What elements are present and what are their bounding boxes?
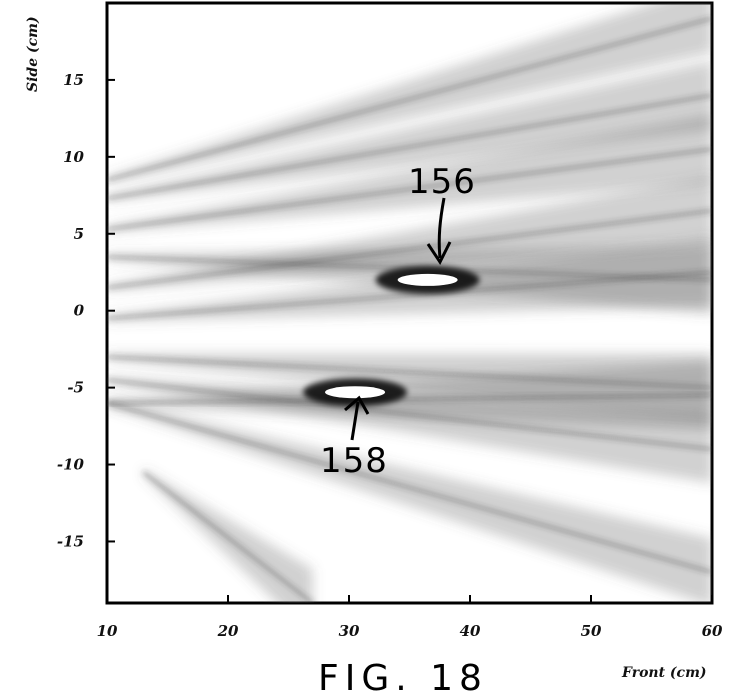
x-axis-title: Front (cm): [621, 665, 707, 681]
x-tick-label: 20: [217, 622, 239, 640]
y-tick-label: -5: [67, 379, 84, 397]
figure-caption: FIG. 18: [318, 658, 488, 692]
hotspot-label-158: 158: [320, 441, 388, 481]
y-tick-label: 5: [74, 225, 84, 243]
x-tick-label: 10: [97, 622, 118, 640]
x-tick-label: 50: [581, 622, 602, 640]
y-tick-label: 0: [74, 302, 85, 320]
x-tick-label: 60: [702, 622, 723, 640]
y-tick-label: -15: [57, 532, 84, 550]
hotspot-core: [325, 386, 385, 398]
y-tick-label: 15: [63, 71, 84, 89]
x-tick-label: 40: [460, 622, 481, 640]
y-tick-label: 10: [63, 148, 84, 166]
y-axis-title: Side (cm): [25, 16, 41, 92]
x-tick-label: 30: [339, 622, 360, 640]
y-tick-label: -10: [57, 456, 85, 474]
hotspot-label-156: 156: [408, 162, 476, 202]
hotspot-core: [398, 274, 458, 286]
